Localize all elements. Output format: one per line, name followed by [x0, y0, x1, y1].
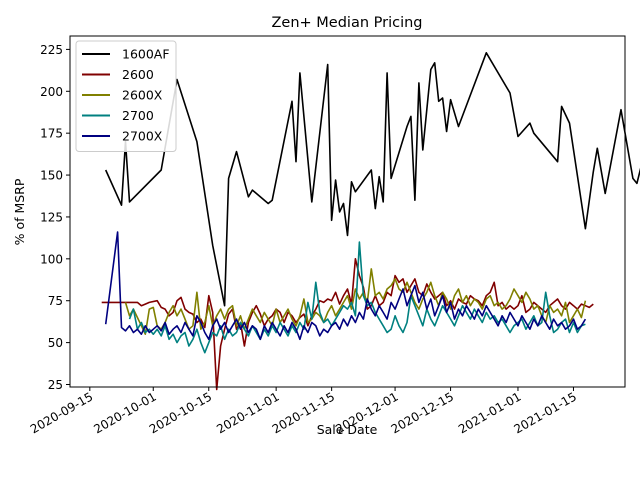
y-tick-label: 175: [40, 127, 63, 141]
legend-box: [75, 40, 177, 152]
chart-title: Zen+ Median Pricing: [271, 15, 422, 31]
legend-label: 2700: [122, 108, 154, 123]
series-line-2700x: [104, 231, 587, 341]
y-tick-label: 50: [48, 336, 63, 350]
series-line-2700: [128, 241, 586, 354]
x-axis-label: Sale Date: [317, 422, 378, 437]
legend-label: 2600: [122, 67, 154, 82]
series-line-1600af: [104, 51, 640, 307]
legend-label: 2700X: [122, 129, 163, 144]
legend: 1600AF 2600 2600X 2700 2700X: [75, 40, 177, 152]
series-layer: [101, 51, 640, 391]
y-tick-label: 25: [48, 378, 63, 392]
y-axis-ticks: 25 50 75 100 125 150 175 200 225: [40, 43, 70, 392]
y-tick-label: 75: [48, 294, 63, 308]
x-tick-label: 2020-12-15: [389, 389, 456, 436]
x-tick-label: 2021-01-15: [512, 389, 579, 436]
y-tick-label: 100: [40, 252, 63, 266]
y-axis-label: % of MSRP: [12, 178, 27, 245]
x-tick-label: 2020-10-15: [147, 389, 214, 436]
legend-label: 1600AF: [122, 47, 170, 62]
y-tick-label: 150: [40, 169, 63, 183]
legend-label: 2600X: [122, 88, 163, 103]
plot-frame: [69, 35, 626, 388]
y-tick-label: 200: [40, 85, 63, 99]
x-tick-label: 2020-09-15: [28, 389, 95, 436]
y-tick-label: 225: [40, 43, 63, 57]
y-tick-label: 125: [40, 210, 63, 224]
